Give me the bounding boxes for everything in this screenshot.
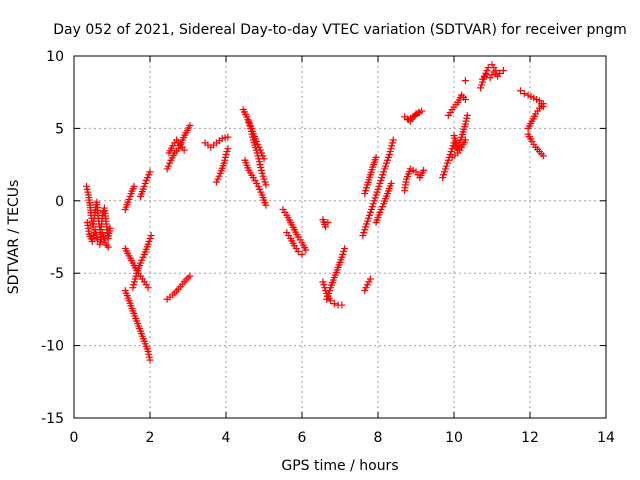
x-tick-label: 6 (298, 430, 307, 446)
data-point (104, 243, 112, 251)
data-point (186, 272, 194, 280)
y-tick-label: -5 (50, 266, 64, 282)
data-point (461, 136, 469, 144)
x-tick-label: 14 (597, 430, 615, 446)
y-tick-label: -15 (41, 411, 64, 427)
data-point (338, 301, 346, 309)
data-point (99, 208, 107, 216)
data-point (322, 223, 330, 231)
x-tick-label: 0 (70, 430, 79, 446)
data-point (130, 182, 138, 190)
data-points (83, 61, 547, 364)
y-tick-label: 5 (55, 121, 64, 137)
data-point (463, 111, 471, 119)
data-point (262, 201, 270, 209)
data-point (224, 133, 232, 141)
data-point (341, 245, 349, 253)
data-point (327, 297, 334, 305)
grid (74, 56, 606, 418)
data-point (324, 219, 332, 227)
data-point (517, 87, 524, 95)
data-point (146, 168, 154, 176)
data-point (260, 155, 268, 163)
x-axis-label: GPS time / hours (281, 458, 398, 474)
data-point (224, 145, 232, 153)
x-tick-label: 12 (521, 430, 539, 446)
y-tick-label: 10 (46, 49, 64, 65)
data-point (180, 146, 188, 154)
x-tick-label: 8 (374, 430, 383, 446)
data-point (366, 275, 374, 283)
data-point (404, 116, 412, 124)
data-point (147, 232, 155, 240)
data-point (144, 284, 152, 292)
data-point (387, 179, 395, 187)
data-point (298, 250, 306, 258)
data-point (302, 246, 310, 254)
y-tick-label: 0 (55, 194, 64, 210)
axis-ticks (73, 55, 607, 419)
data-point (262, 181, 270, 189)
data-point (389, 136, 397, 144)
data-point (539, 152, 547, 160)
x-tick-label: 4 (222, 430, 231, 446)
y-tick-label: -10 (41, 339, 64, 355)
y-axis-label: SDTVAR / TECUs (6, 180, 22, 295)
data-point (330, 300, 338, 308)
data-point (420, 166, 428, 174)
data-point (494, 72, 502, 80)
data-point (186, 122, 194, 130)
data-point (539, 100, 547, 108)
data-point (294, 247, 302, 255)
data-point (461, 77, 469, 85)
x-tick-label: 2 (146, 430, 155, 446)
data-point (461, 95, 469, 103)
data-point (146, 356, 154, 364)
data-point (106, 224, 114, 232)
plot-frame (73, 55, 607, 419)
chart-title: Day 052 of 2021, Sidereal Day-to-day VTE… (53, 22, 627, 38)
data-point (520, 90, 528, 98)
x-tick-label: 10 (445, 430, 463, 446)
data-point (372, 153, 380, 161)
data-point (499, 66, 507, 74)
